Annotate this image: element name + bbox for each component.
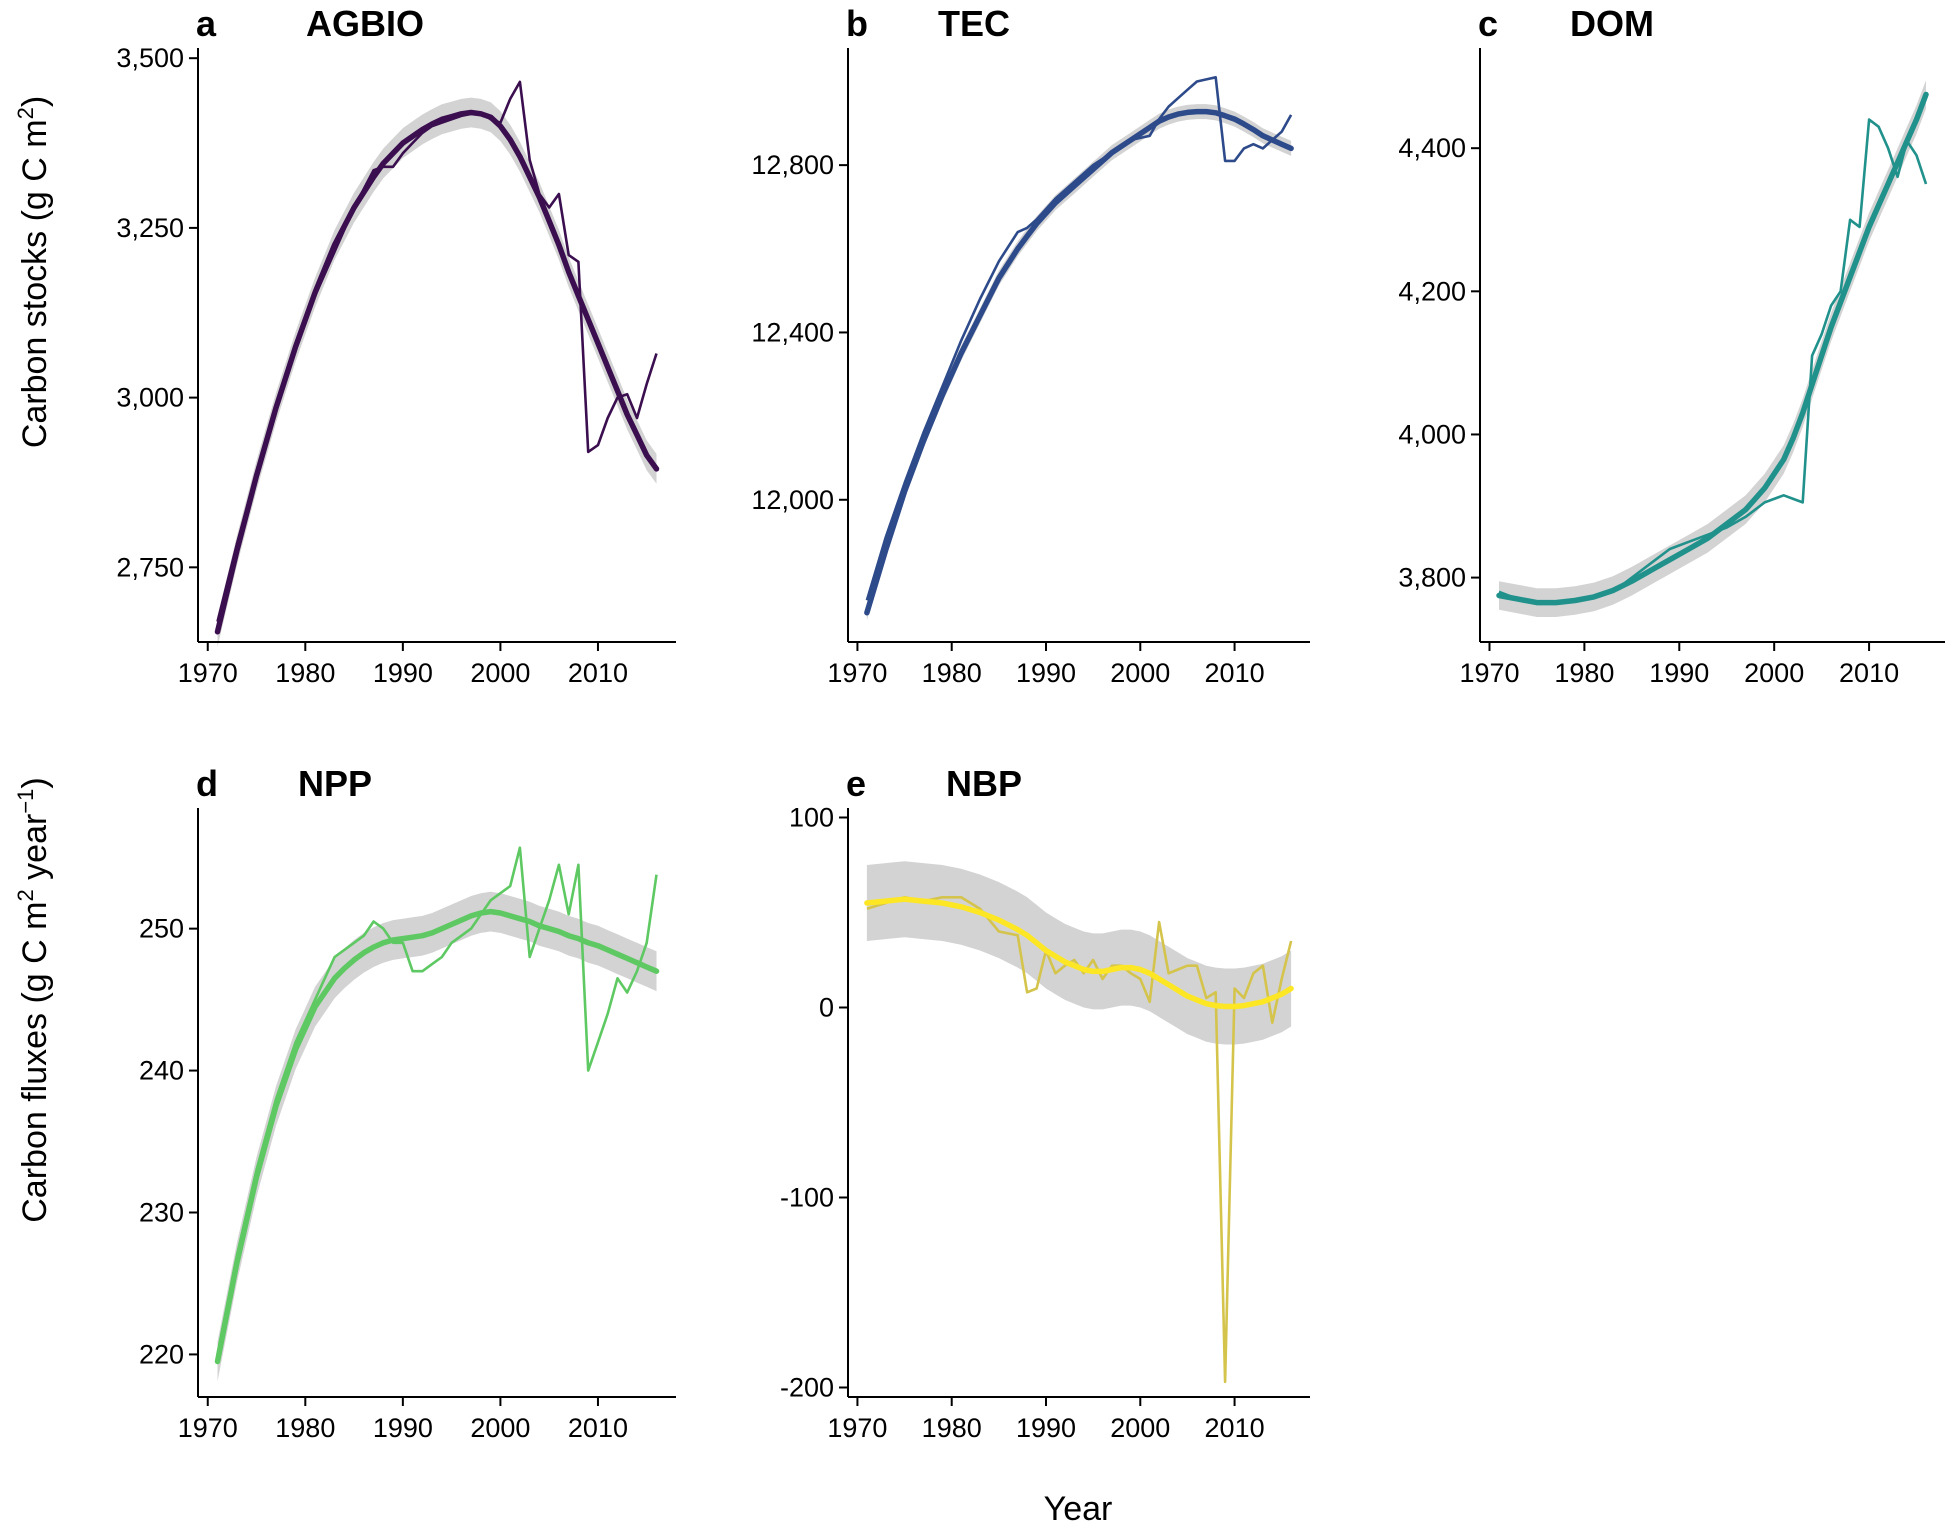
x-tick-label-d: 2010 [568, 1413, 628, 1443]
y-tick-label-b: 12,000 [751, 485, 834, 515]
x-tick-label-a: 1970 [178, 658, 238, 688]
y-tick-label-a: 2,750 [116, 552, 184, 582]
panel-title-b: TEC [938, 3, 1010, 44]
panel-letter-d: d [196, 763, 218, 804]
y-tick-label-a: 3,250 [116, 213, 184, 243]
x-tick-label-e: 1970 [827, 1413, 887, 1443]
x-tick-label-e: 2000 [1110, 1413, 1170, 1443]
x-tick-label-b: 2000 [1110, 658, 1170, 688]
y-tick-label-d: 220 [139, 1339, 184, 1369]
trend-line-c [1496, 91, 1929, 606]
x-tick-label-b: 1990 [1016, 658, 1076, 688]
y-tick-label-b: 12,800 [751, 150, 834, 180]
x-tick-label-c: 1970 [1459, 658, 1519, 688]
series-line-d [216, 846, 658, 1355]
x-tick-label-b: 1980 [922, 658, 982, 688]
x-tick-label-c: 2010 [1839, 658, 1899, 688]
panel-e: 1970 1980 1990 2000 2010 -200 -100 0 100 e NBP [780, 763, 1310, 1443]
panel-title-c: DOM [1570, 3, 1654, 44]
x-tick-label-d: 1980 [275, 1413, 335, 1443]
x-tick-label-b: 1970 [827, 658, 887, 688]
x-tick-label-c: 1990 [1649, 658, 1709, 688]
x-tick-label-b: 2010 [1205, 658, 1265, 688]
panels-group: 1970 1980 1990 2000 2010 2,750 3,000 3,250 3,500… [116, 3, 1945, 1443]
y-tick-label-e: 100 [789, 803, 834, 833]
y-tick-label-e: 0 [819, 993, 834, 1023]
x-tick-label-a: 1990 [373, 658, 433, 688]
panel-title-d: NPP [298, 763, 372, 804]
panel-title-e: NBP [946, 763, 1022, 804]
x-tick-label-c: 2000 [1744, 658, 1804, 688]
x-tick-label-d: 2000 [470, 1413, 530, 1443]
trend-line-b [864, 108, 1294, 616]
panel-letter-c: c [1478, 3, 1498, 44]
trend-line-a [214, 109, 660, 635]
confidence-band-d [217, 891, 657, 1382]
x-tick-label-d: 1990 [373, 1413, 433, 1443]
x-tick-label-d: 1970 [178, 1413, 238, 1443]
panel-a: 1970 1980 1990 2000 2010 2,750 3,000 3,250 3,500… [116, 3, 676, 688]
panel-letter-b: b [846, 3, 868, 44]
panel-b: 1970 1980 1990 2000 2010 12,000 12,400 12,800 b T… [751, 3, 1310, 688]
x-tick-label-a: 2010 [568, 658, 628, 688]
ylabel-stocks: Carbon stocks (g C m2) [13, 96, 54, 448]
trend-line-d [214, 908, 660, 1365]
panel-letter-e: e [846, 763, 866, 804]
y-tick-label-c: 4,000 [1398, 419, 1466, 449]
x-tick-label-a: 2000 [470, 658, 530, 688]
y-tick-label-a: 3,000 [116, 383, 184, 413]
panel-c: 1970 1980 1990 2000 2010 3,800 4,000 4,200 4,400… [1398, 3, 1945, 688]
panel-letter-a: a [196, 3, 217, 44]
x-tick-label-a: 1980 [275, 658, 335, 688]
x-tick-label-c: 1980 [1554, 658, 1614, 688]
y-tick-label-e: -100 [780, 1183, 834, 1213]
xlabel-year: Year [1044, 1490, 1113, 1528]
y-tick-label-a: 3,500 [116, 43, 184, 73]
x-tick-label-e: 1990 [1016, 1413, 1076, 1443]
series-line-b [865, 76, 1293, 601]
y-tick-label-b: 12,400 [751, 317, 834, 347]
x-tick-label-e: 2010 [1205, 1413, 1265, 1443]
confidence-band-e [866, 861, 1292, 1045]
trend-line-e [864, 896, 1294, 1010]
series-line-a [216, 80, 658, 622]
panel-title-a: AGBIO [306, 3, 424, 44]
ylabel-fluxes: Carbon fluxes (g C m2 year−1) [13, 777, 54, 1223]
panel-d: 1970 1980 1990 2000 2010 220 230 240 250 d NPP [139, 763, 676, 1443]
y-tick-label-c: 4,200 [1398, 276, 1466, 306]
y-tick-label-d: 250 [139, 914, 184, 944]
y-tick-label-d: 230 [139, 1197, 184, 1227]
confidence-band-a [217, 97, 657, 647]
y-tick-label-c: 4,400 [1398, 133, 1466, 163]
x-tick-label-e: 1980 [922, 1413, 982, 1443]
y-tick-label-e: -200 [780, 1373, 834, 1403]
y-tick-label-c: 3,800 [1398, 563, 1466, 593]
y-tick-label-d: 240 [139, 1056, 184, 1086]
